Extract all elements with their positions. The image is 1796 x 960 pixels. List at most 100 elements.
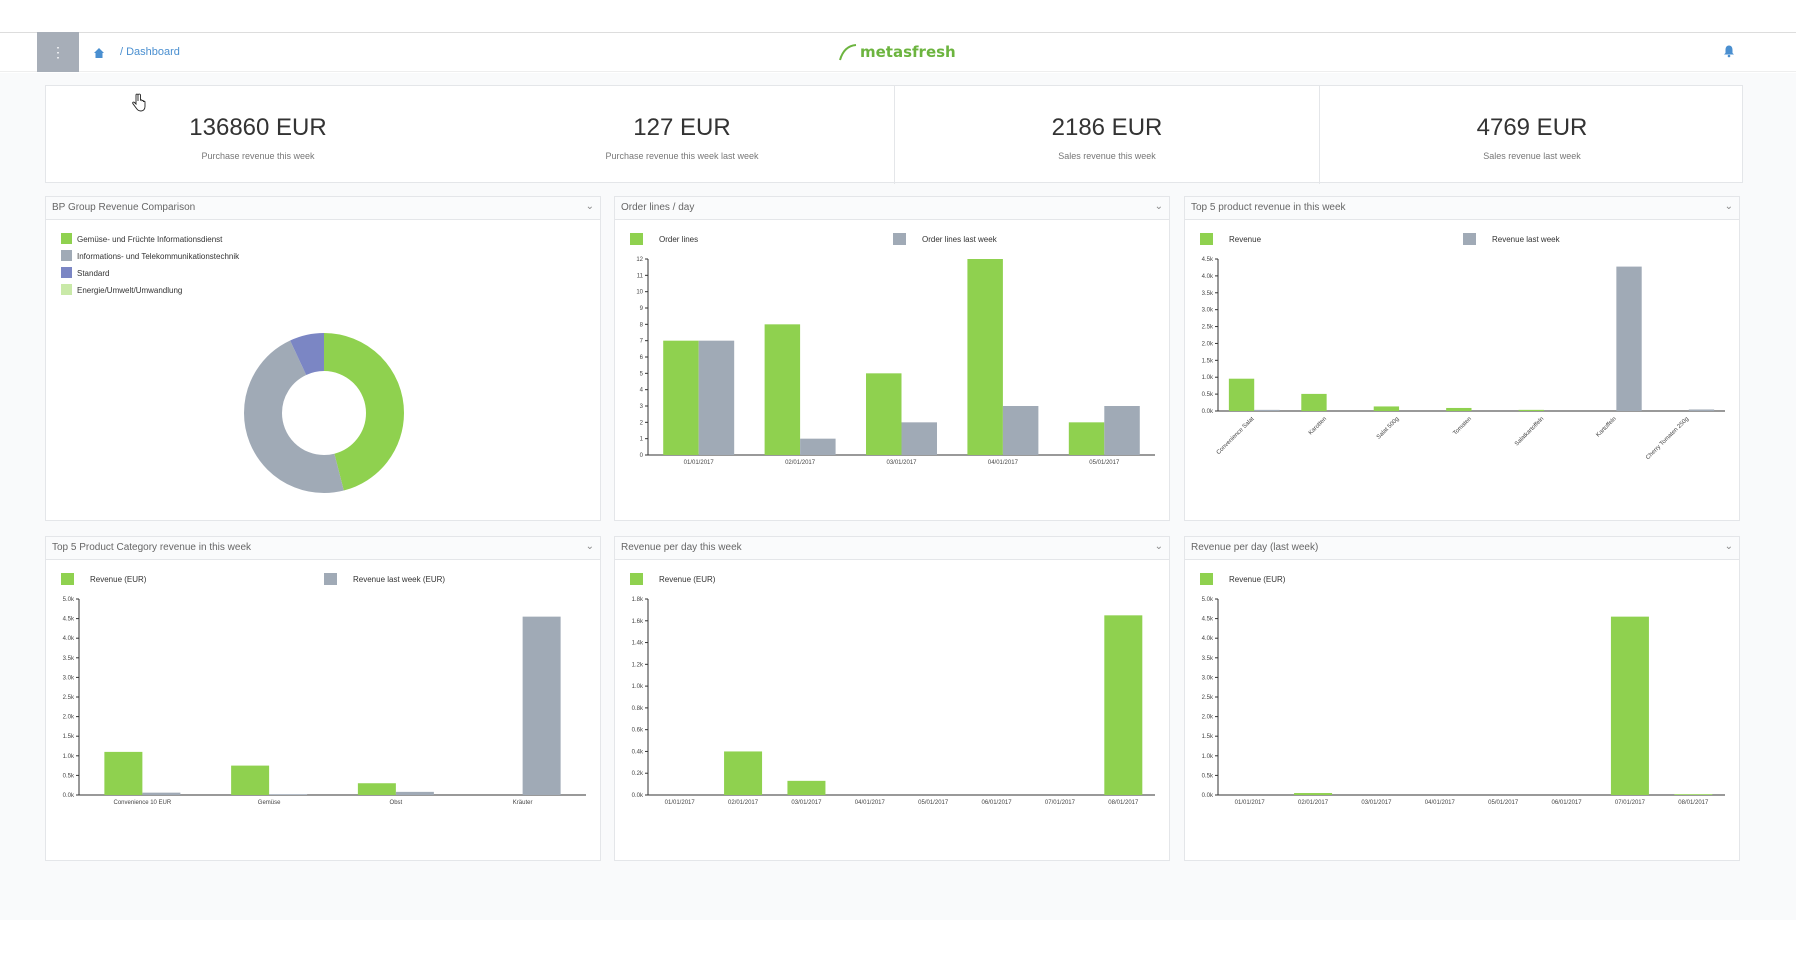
kpi-value: 4769 EUR — [1476, 114, 1588, 141]
bar-chart: Revenue Revenue last week 0.0k 0.5k 1.0k 1.5k… — [1200, 233, 1725, 461]
x-tick-label: Salatkartoffeln — [1514, 416, 1545, 447]
kpi-value: 127 EUR — [633, 114, 731, 141]
y-tick-label: 1 — [640, 437, 644, 443]
bar — [231, 765, 270, 795]
bar — [698, 340, 735, 455]
kpi-sales-this-week[interactable]: 2186 EUR Sales revenue this week — [895, 86, 1319, 184]
legend-swatch — [893, 233, 906, 245]
y-tick-label: 6 — [640, 355, 644, 361]
kpi-label: Purchase revenue this week — [201, 151, 315, 161]
bar — [1616, 266, 1642, 411]
bar — [800, 438, 836, 455]
bar — [1254, 409, 1280, 411]
legend-swatch — [1200, 573, 1213, 585]
y-tick-label: 1.0k — [1202, 375, 1214, 381]
x-tick-label: Tomaten — [1452, 416, 1473, 437]
y-tick-label: 4.0k — [1202, 274, 1214, 280]
kpi-divider — [1319, 86, 1320, 184]
y-tick-label: 2.0k — [1202, 715, 1214, 721]
x-tick-label: 03/01/2017 — [791, 800, 822, 806]
legend-swatch — [61, 250, 72, 261]
panel-header: Top 5 product revenue in this week ⌄ — [1185, 197, 1739, 220]
legend-label: Informations- und Telekommunikationstech… — [77, 252, 240, 261]
bar — [663, 340, 699, 455]
y-tick-label: 9 — [640, 306, 644, 312]
kpi-label: Sales revenue last week — [1483, 151, 1581, 161]
x-tick-label: 04/01/2017 — [855, 800, 886, 806]
y-tick-label: 11 — [637, 273, 644, 279]
bar — [724, 751, 763, 795]
y-tick-label: 1.0k — [63, 754, 75, 760]
panel-bp-group-revenue: BP Group Revenue Comparison ⌄ Gemüse- un… — [45, 196, 601, 521]
y-tick-label: 4.0k — [63, 636, 75, 642]
legend-swatch — [61, 284, 72, 295]
bar — [901, 422, 937, 455]
y-tick-label: 10 — [636, 290, 643, 296]
legend-label: Standard — [77, 269, 109, 278]
bell-icon[interactable] — [1722, 44, 1736, 58]
chevron-down-icon[interactable]: ⌄ — [585, 541, 594, 552]
legend-label: Revenue — [1229, 235, 1262, 244]
breadcrumb[interactable]: / Dashboard — [120, 46, 180, 58]
bar — [522, 616, 561, 795]
bar — [1002, 406, 1039, 455]
menu-button[interactable]: ⋮ — [37, 32, 79, 72]
kpi-purchase-last-week[interactable]: 127 EUR Purchase revenue this week last … — [470, 86, 894, 184]
legend-label: Revenue (EUR) — [1229, 575, 1286, 584]
x-tick-label: Gemüse — [258, 800, 281, 806]
kpi-purchase-this-week[interactable]: 136860 EUR Purchase revenue this week — [46, 86, 470, 184]
bar — [866, 373, 902, 455]
y-tick-label: 0.0k — [1202, 793, 1214, 799]
panel-header: Revenue per day this week ⌄ — [615, 537, 1169, 560]
legend-swatch — [1463, 233, 1476, 245]
x-tick-label: 02/01/2017 — [728, 800, 759, 806]
y-tick-label: 2.5k — [1202, 695, 1214, 701]
y-tick-label: 0.5k — [63, 773, 75, 779]
x-tick-label: 03/01/2017 — [1361, 800, 1392, 806]
y-tick-label: 2.5k — [63, 695, 75, 701]
y-tick-label: 12 — [636, 257, 643, 263]
bar-chart: Revenue (EUR) 0.0k 0.5k 1.0k 1.5k 2.0k 2.5k 3.0… — [1200, 573, 1725, 806]
y-tick-label: 1.0k — [1202, 754, 1214, 760]
y-tick-label: 4.5k — [1202, 257, 1214, 263]
chevron-down-icon[interactable]: ⌄ — [1724, 541, 1733, 552]
y-tick-label: 3.5k — [1202, 656, 1214, 662]
y-tick-label: 8 — [640, 322, 644, 328]
y-tick-label: 3.0k — [63, 675, 75, 681]
x-tick-label: 08/01/2017 — [1678, 800, 1709, 806]
y-tick-label: 2.0k — [1202, 341, 1214, 347]
logo-swoosh-icon — [839, 44, 857, 61]
y-tick-label: 3.0k — [1202, 675, 1214, 681]
chevron-down-icon[interactable]: ⌄ — [1154, 541, 1163, 552]
y-tick-label: 0.8k — [632, 706, 644, 712]
x-tick-label: 04/01/2017 — [988, 460, 1019, 466]
panel-top5-product-revenue: Top 5 product revenue in this week ⌄ Rev… — [1184, 196, 1740, 521]
kpi-value: 2186 EUR — [1051, 114, 1163, 141]
y-tick-label: 4 — [640, 388, 644, 394]
panel-title: Order lines / day — [621, 202, 695, 213]
x-tick-label: 03/01/2017 — [886, 460, 917, 466]
chevron-down-icon[interactable]: ⌄ — [585, 201, 594, 212]
chevron-down-icon[interactable]: ⌄ — [1724, 201, 1733, 212]
bar-chart: Order lines Order lines last week01234567… — [630, 233, 1155, 466]
home-icon[interactable] — [92, 46, 106, 60]
y-tick-label: 0 — [640, 453, 644, 459]
bar — [1446, 407, 1472, 411]
y-tick-label: 1.2k — [632, 662, 644, 668]
bar — [787, 780, 826, 795]
y-tick-label: 1.8k — [632, 597, 644, 603]
y-tick-label: 2.0k — [63, 715, 75, 721]
chevron-down-icon[interactable]: ⌄ — [1154, 201, 1163, 212]
y-tick-label: 3.5k — [63, 656, 75, 662]
y-tick-label: 4.5k — [1202, 617, 1214, 623]
y-tick-label: 5.0k — [1202, 597, 1214, 603]
x-tick-label: 05/01/2017 — [1488, 800, 1519, 806]
y-tick-label: 5.0k — [63, 597, 75, 603]
pie-slice — [244, 333, 404, 493]
y-tick-label: 7 — [640, 339, 644, 345]
x-tick-label: 01/01/2017 — [1235, 800, 1266, 806]
legend-swatch — [61, 267, 72, 278]
kpi-sales-last-week[interactable]: 4769 EUR Sales revenue last week — [1320, 86, 1744, 184]
bar — [395, 791, 434, 795]
